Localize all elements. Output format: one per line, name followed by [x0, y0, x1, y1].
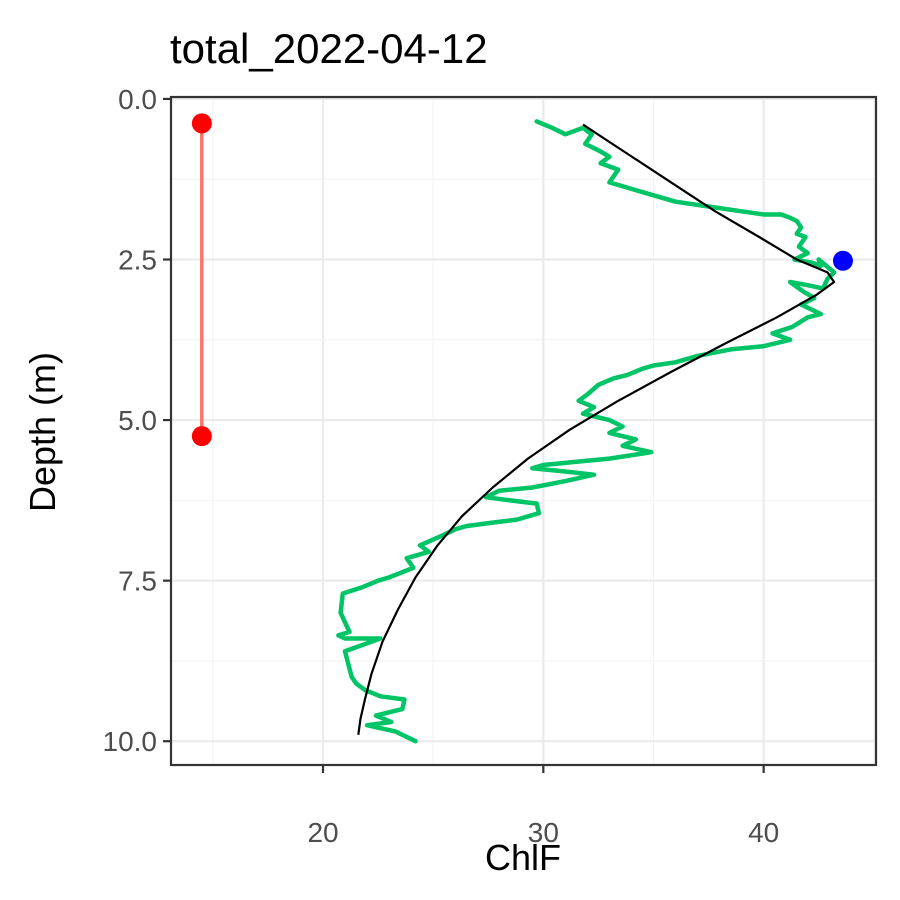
range-point [191, 426, 212, 447]
y-tick-label: 5.0 [118, 405, 157, 436]
grid-major [171, 97, 876, 765]
x-tick-label: 40 [748, 817, 779, 848]
y-axis: 0.0 2.5 5.0 7.5 10.0 [103, 84, 171, 757]
profile-line [336, 119, 837, 744]
y-tick-label: 10.0 [103, 726, 158, 757]
x-axis-title: ChlF [485, 837, 561, 878]
chart-title: total_2022-04-12 [170, 25, 488, 72]
y-tick-label: 0.0 [118, 84, 157, 115]
range-point [191, 113, 212, 134]
fit-line [357, 123, 836, 735]
series-layer [191, 113, 853, 744]
y-axis-title: Depth (m) [22, 352, 63, 512]
x-tick-label: 30 [528, 817, 559, 848]
x-tick-label: 20 [307, 817, 338, 848]
y-tick-label: 7.5 [118, 566, 157, 597]
plot-panel [169, 95, 878, 767]
peak-point [832, 250, 853, 271]
grid-minor [171, 97, 876, 765]
panel-border [169, 95, 878, 767]
x-axis: 20 30 40 [307, 765, 779, 848]
y-tick-label: 2.5 [118, 245, 157, 276]
panel-background [171, 97, 876, 765]
